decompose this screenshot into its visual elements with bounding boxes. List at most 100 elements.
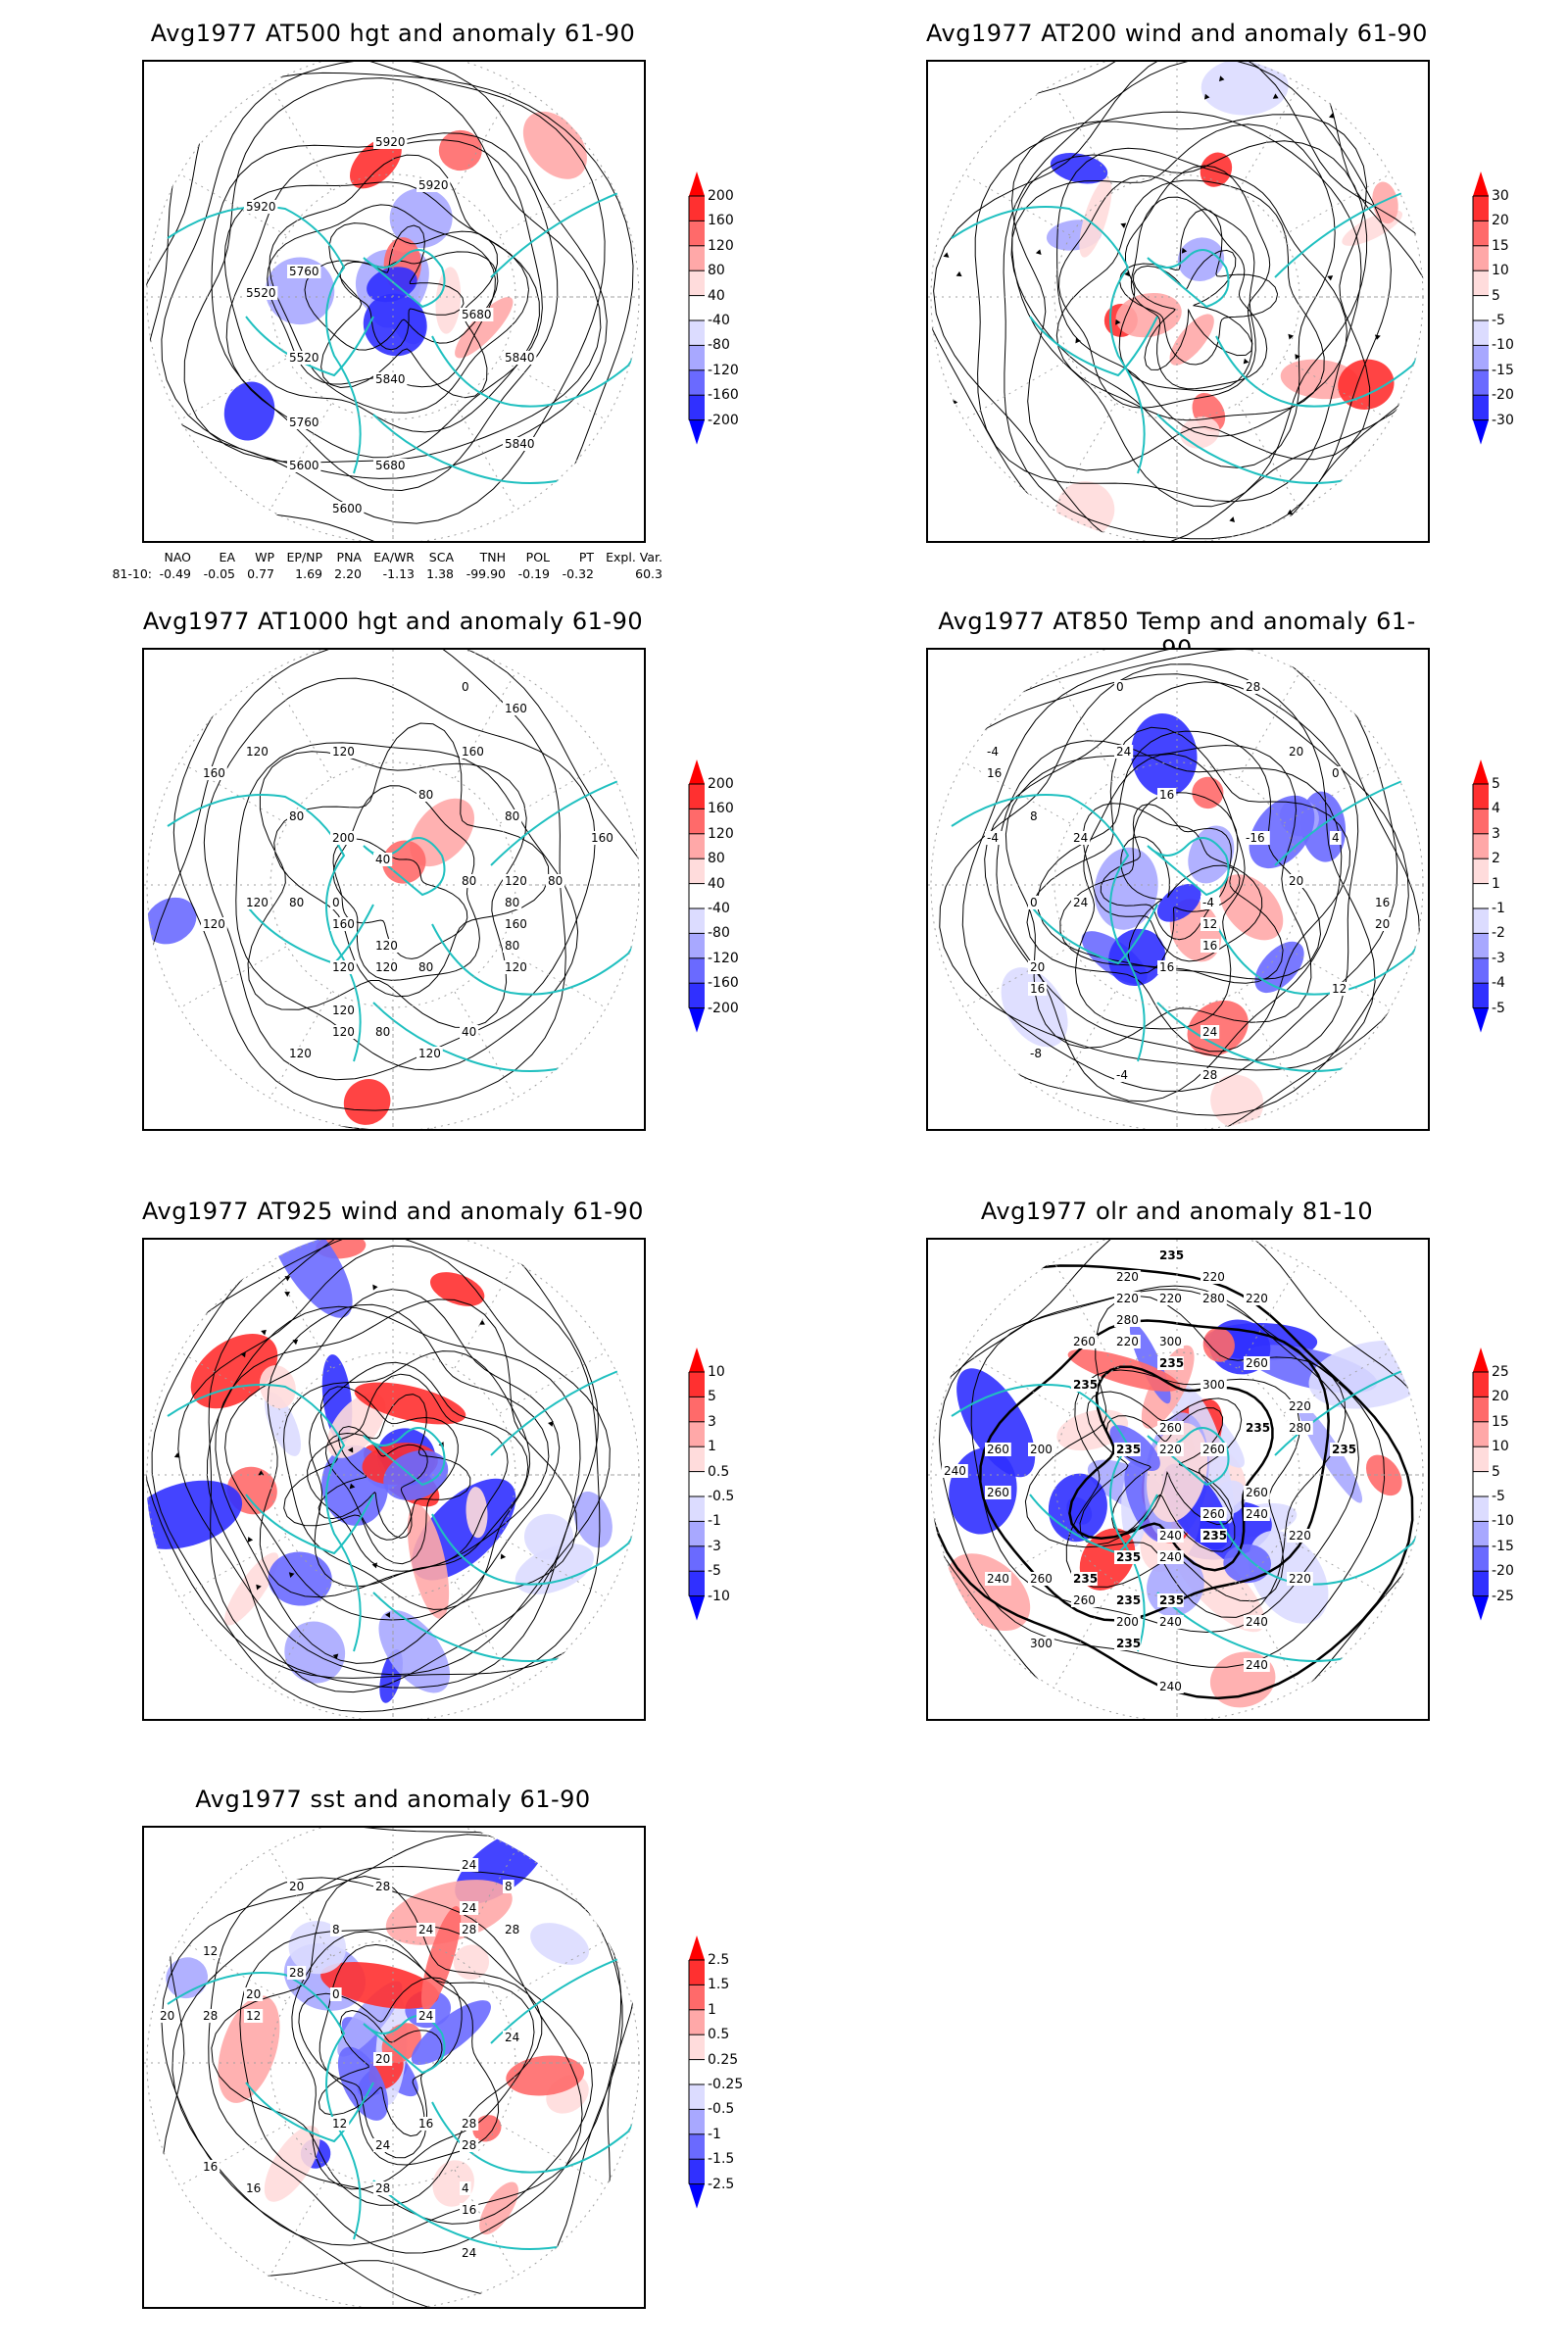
contour-label-bg: [373, 1025, 393, 1039]
colorbar-arrow-top: [1473, 760, 1489, 784]
contour-label: 300: [1030, 1637, 1053, 1650]
longitude-gridline: [454, 403, 517, 512]
contour-label: 24: [462, 1858, 476, 1872]
contour-label-bg: [1244, 1615, 1270, 1629]
table-cell: -99.90: [466, 566, 506, 581]
colorbar: 2.5 1.5 1 0.5 0.25 -0.25 -0.5 -1 -1.5 -2.5: [666, 1931, 755, 2215]
contour-label: 235: [1159, 1356, 1184, 1370]
anomaly-shading: [479, 2181, 518, 2235]
colorbar-arrow-bottom: [1473, 419, 1489, 445]
colorbar-segment: [689, 1396, 705, 1422]
contour-label: 5600: [289, 459, 319, 472]
contour-label: 240: [1159, 1615, 1182, 1629]
contour-label: 28: [289, 1966, 304, 1980]
contour-label: 24: [1202, 1025, 1217, 1039]
contour-label-bg: [460, 2138, 479, 2152]
contour-label: 24: [1116, 745, 1131, 759]
coastline: [245, 1494, 374, 1555]
colorbar-segment: [689, 858, 705, 884]
longitude-gridline: [269, 1581, 332, 1690]
contour-label: 80: [505, 896, 519, 909]
contour-label-bg: [330, 1923, 342, 1936]
contour-label: 28: [1246, 680, 1260, 694]
contour-label: 235: [1116, 1443, 1141, 1456]
colorbar: 200 160 120 80 40 -40 -80 -120 -160 -200: [666, 167, 755, 451]
table-header: EA: [219, 550, 235, 564]
contour-label-bg: [1200, 1270, 1227, 1284]
contour-label-bg: [503, 960, 529, 974]
contour-label: 260: [1073, 1593, 1096, 1607]
contour-label: 40: [462, 1025, 476, 1039]
panel-title: Avg1977 olr and anomaly 81-10: [980, 1198, 1374, 1225]
anomaly-shading: [367, 267, 417, 303]
anomaly-shading: [269, 1240, 353, 1318]
contour-line: [933, 62, 1424, 541]
anomaly-shading: [1169, 314, 1214, 366]
contour-label: -4: [987, 745, 999, 759]
panel-title: Avg1977 AT1000 hgt and anomaly 61-90: [142, 608, 644, 635]
contour-line: [203, 677, 596, 1081]
contour-label-bg: [546, 874, 565, 888]
contour-label-bg: [1114, 1313, 1141, 1327]
colorbar-segment: [689, 1521, 705, 1546]
colorbar-segment: [1473, 957, 1489, 984]
anomaly-shading: [350, 137, 402, 189]
contour-label-bg: [1071, 1593, 1098, 1607]
contour-label-bg: [416, 1923, 436, 1936]
contour-label-bg: [373, 2181, 393, 2195]
contour-label: 5840: [375, 372, 406, 386]
table-header: NAO: [164, 550, 191, 564]
anomaly-shading: [264, 2126, 320, 2202]
anomaly-shading: [466, 1487, 488, 1539]
contour-label: -8: [1030, 1047, 1042, 1060]
contour-label-bg: [1157, 1292, 1184, 1305]
contour-label: 24: [375, 2138, 390, 2152]
colorbar-tick-label: -0.25: [708, 2077, 744, 2092]
longitude-gridline: [269, 82, 332, 191]
colorbar-segment: [689, 933, 705, 958]
contour-label: 260: [1073, 1335, 1096, 1348]
contour-line: [215, 1298, 578, 1664]
contour-label: 260: [1030, 1572, 1053, 1586]
contour-label-bg: [1157, 1680, 1184, 1693]
longitude-gridline: [1053, 991, 1116, 1100]
contour-line: [283, 1386, 459, 1565]
contour-label: 12: [1202, 917, 1217, 931]
contour-label-bg: [460, 2117, 479, 2131]
anomaly-shading: [1177, 237, 1225, 282]
contour-label: 28: [375, 1880, 390, 1893]
table-cell: -0.49: [159, 566, 191, 581]
longitude-gridline: [1283, 760, 1392, 824]
colorbar-arrow-top: [689, 760, 705, 784]
longitude-gridline: [499, 946, 608, 1009]
colorbar-tick-label: -3: [708, 1538, 721, 1554]
contour-label: 0: [1332, 766, 1340, 780]
contour-label: 28: [462, 2138, 476, 2152]
colorbar-arrow-top: [689, 172, 705, 196]
coastline: [245, 2082, 374, 2143]
colorbar-segment: [689, 957, 705, 984]
contour-label: 240: [1246, 1658, 1268, 1672]
anomaly-shading: [420, 1905, 462, 2011]
colorbar-segment: [1473, 1421, 1489, 1447]
coastline: [1147, 837, 1230, 897]
contour-label-bg: [985, 1486, 1011, 1499]
anomaly-shading: [268, 1551, 332, 1606]
contour-label: 80: [289, 809, 304, 823]
colorbar-segment: [689, 833, 705, 859]
contour-label-bg: [1244, 1292, 1270, 1305]
contour-label: 220: [1289, 1529, 1311, 1543]
contour-label: 160: [505, 702, 527, 715]
contour-label: -16: [1246, 831, 1265, 845]
colorbar-tick-label: -0.5: [708, 1489, 735, 1504]
contour-label: 24: [1073, 896, 1088, 909]
contour-label: 80: [505, 939, 519, 953]
contour-label-bg: [503, 939, 522, 953]
contour-label-bg: [201, 2160, 220, 2174]
contour-label: 0: [332, 1987, 340, 2001]
colorbar-arrow-bottom: [689, 1595, 705, 1621]
coastline: [431, 169, 640, 408]
longitude-gridline: [962, 358, 1071, 421]
streamline-arrow: [1295, 354, 1300, 360]
contour-label-bg: [1244, 831, 1270, 845]
